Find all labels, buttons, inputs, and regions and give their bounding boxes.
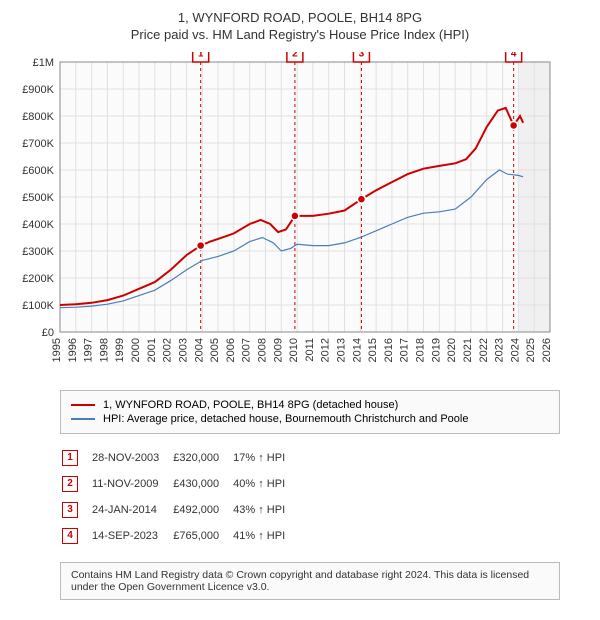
svg-text:£400K: £400K [22,219,54,231]
tx-point [197,242,205,250]
svg-text:2014: 2014 [351,338,363,362]
svg-text:£300K: £300K [22,246,54,258]
svg-text:2004: 2004 [193,338,205,362]
svg-text:£0: £0 [42,327,54,339]
svg-text:£500K: £500K [22,192,54,204]
svg-text:£100K: £100K [22,300,54,312]
tx-marker: 1 [62,450,78,466]
chart-container: £0 £100K £200K £300K £400K £500K £600K £700K £80… [10,52,590,382]
svg-text:2018: 2018 [415,338,427,362]
legend-label-property: 1, WYNFORD ROAD, POOLE, BH14 8PG (detach… [103,399,398,411]
tx-point [510,121,518,129]
svg-text:2005: 2005 [209,338,221,362]
svg-text:2008: 2008 [256,338,268,362]
svg-text:2015: 2015 [367,338,379,362]
table-row: 3 24-JAN-2014£492,00043% ↑ HPI [62,498,297,522]
svg-text:2022: 2022 [478,338,490,362]
legend-label-hpi: HPI: Average price, detached house, Bour… [103,413,468,425]
svg-text:2020: 2020 [446,338,458,362]
svg-text:1997: 1997 [83,338,95,362]
svg-text:2002: 2002 [162,338,174,362]
table-row: 2 11-NOV-2009£430,00040% ↑ HPI [62,472,297,496]
svg-text:2009: 2009 [272,338,284,362]
svg-text:2012: 2012 [320,338,332,362]
title-address: 1, WYNFORD ROAD, POOLE, BH14 8PG [10,10,590,25]
legend-swatch-property [71,404,95,406]
tx-delta: 40% ↑ HPI [233,472,297,496]
svg-text:2000: 2000 [130,338,142,362]
table-row: 4 14-SEP-2023£765,00041% ↑ HPI [62,524,297,548]
tx-date: 11-NOV-2009 [92,472,171,496]
svg-text:2007: 2007 [241,338,253,362]
legend-item-hpi: HPI: Average price, detached house, Bour… [71,413,549,425]
legend-item-property: 1, WYNFORD ROAD, POOLE, BH14 8PG (detach… [71,399,549,411]
tx-delta: 17% ↑ HPI [233,446,297,470]
legend-swatch-hpi [71,418,95,420]
price-chart: £0 £100K £200K £300K £400K £500K £600K £700K £80… [10,52,570,382]
tx-date: 24-JAN-2014 [92,498,171,522]
tx-date: 28-NOV-2003 [92,446,171,470]
attribution: Contains HM Land Registry data © Crown c… [60,562,560,600]
tx-marker: 2 [62,476,78,492]
svg-text:2019: 2019 [430,338,442,362]
tx-point [357,195,365,203]
svg-text:2025: 2025 [525,338,537,362]
tx-delta: 43% ↑ HPI [233,498,297,522]
table-row: 1 28-NOV-2003£320,00017% ↑ HPI [62,446,297,470]
chart-header: 1, WYNFORD ROAD, POOLE, BH14 8PG Price p… [10,10,590,42]
svg-text:1999: 1999 [114,338,126,362]
tx-date: 14-SEP-2023 [92,524,171,548]
svg-text:2026: 2026 [541,338,553,362]
svg-text:3: 3 [359,52,365,60]
svg-text:2011: 2011 [304,338,316,362]
transactions-table: 1 28-NOV-2003£320,00017% ↑ HPI 2 11-NOV-200… [60,444,299,550]
svg-text:2010: 2010 [288,338,300,362]
svg-text:2001: 2001 [146,338,158,362]
svg-text:2023: 2023 [494,338,506,362]
svg-text:2017: 2017 [399,338,411,362]
svg-text:£700K: £700K [22,138,54,150]
svg-text:4: 4 [511,52,517,60]
svg-text:1998: 1998 [98,338,110,362]
svg-text:2013: 2013 [336,338,348,362]
svg-text:2006: 2006 [225,338,237,362]
svg-text:1995: 1995 [51,338,63,362]
tx-marker: 4 [62,528,78,544]
svg-text:2016: 2016 [383,338,395,362]
svg-text:£600K: £600K [22,165,54,177]
svg-text:£200K: £200K [22,273,54,285]
legend: 1, WYNFORD ROAD, POOLE, BH14 8PG (detach… [60,390,560,434]
svg-text:2: 2 [292,52,298,60]
svg-text:2021: 2021 [462,338,474,362]
tx-price: £430,000 [173,472,231,496]
svg-text:2003: 2003 [177,338,189,362]
tx-marker: 3 [62,502,78,518]
tx-price: £492,000 [173,498,231,522]
svg-text:2024: 2024 [509,338,521,362]
svg-text:£800K: £800K [22,111,54,123]
tx-delta: 41% ↑ HPI [233,524,297,548]
tx-price: £320,000 [173,446,231,470]
svg-text:£1M: £1M [33,57,54,69]
tx-point [291,212,299,220]
svg-text:1996: 1996 [67,338,79,362]
tx-price: £765,000 [173,524,231,548]
svg-text:£900K: £900K [22,84,54,96]
title-subtitle: Price paid vs. HM Land Registry's House … [10,27,590,42]
svg-text:1: 1 [198,52,204,60]
